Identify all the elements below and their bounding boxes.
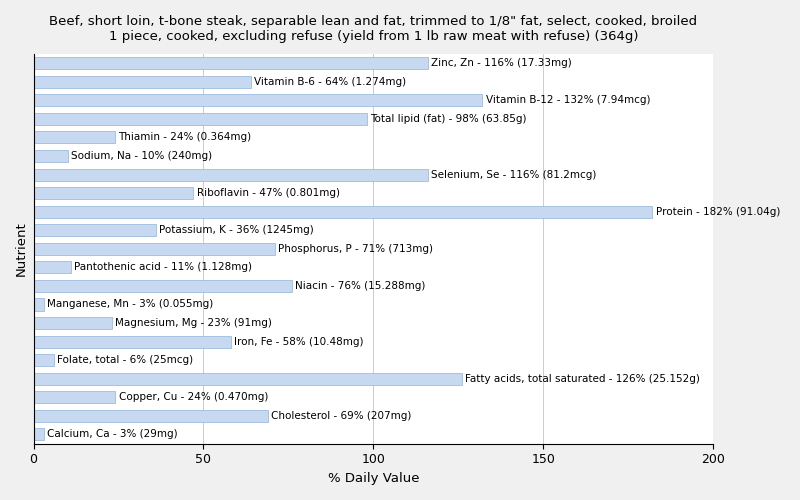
Y-axis label: Nutrient: Nutrient <box>15 222 28 276</box>
X-axis label: % Daily Value: % Daily Value <box>328 472 419 485</box>
Text: Selenium, Se - 116% (81.2mcg): Selenium, Se - 116% (81.2mcg) <box>431 170 597 179</box>
Bar <box>34 150 67 162</box>
Text: Iron, Fe - 58% (10.48mg): Iron, Fe - 58% (10.48mg) <box>234 336 363 346</box>
Text: Riboflavin - 47% (0.801mg): Riboflavin - 47% (0.801mg) <box>197 188 340 198</box>
Text: Sodium, Na - 10% (240mg): Sodium, Na - 10% (240mg) <box>71 151 212 161</box>
Bar <box>34 76 251 88</box>
Text: Pantothenic acid - 11% (1.128mg): Pantothenic acid - 11% (1.128mg) <box>74 262 252 272</box>
Bar <box>34 57 428 69</box>
Text: Vitamin B-12 - 132% (7.94mcg): Vitamin B-12 - 132% (7.94mcg) <box>486 96 650 106</box>
Bar <box>34 372 462 385</box>
Text: Phosphorus, P - 71% (713mg): Phosphorus, P - 71% (713mg) <box>278 244 434 254</box>
Bar <box>34 298 44 310</box>
Bar <box>34 392 115 404</box>
Bar <box>34 187 194 199</box>
Text: Total lipid (fat) - 98% (63.85g): Total lipid (fat) - 98% (63.85g) <box>370 114 526 124</box>
Bar <box>34 94 482 106</box>
Text: Fatty acids, total saturated - 126% (25.152g): Fatty acids, total saturated - 126% (25.… <box>466 374 700 384</box>
Text: Protein - 182% (91.04g): Protein - 182% (91.04g) <box>655 206 780 216</box>
Bar <box>34 168 428 180</box>
Text: Zinc, Zn - 116% (17.33mg): Zinc, Zn - 116% (17.33mg) <box>431 58 572 68</box>
Bar <box>34 224 156 236</box>
Bar <box>34 354 54 366</box>
Bar <box>34 206 652 218</box>
Bar <box>34 336 230 347</box>
Text: Copper, Cu - 24% (0.470mg): Copper, Cu - 24% (0.470mg) <box>118 392 268 402</box>
Text: Manganese, Mn - 3% (0.055mg): Manganese, Mn - 3% (0.055mg) <box>47 300 214 310</box>
Bar <box>34 243 275 255</box>
Bar <box>34 428 44 440</box>
Text: Calcium, Ca - 3% (29mg): Calcium, Ca - 3% (29mg) <box>47 430 178 440</box>
Bar <box>34 132 115 143</box>
Title: Beef, short loin, t-bone steak, separable lean and fat, trimmed to 1/8" fat, sel: Beef, short loin, t-bone steak, separabl… <box>50 15 698 43</box>
Text: Niacin - 76% (15.288mg): Niacin - 76% (15.288mg) <box>295 281 426 291</box>
Text: Thiamin - 24% (0.364mg): Thiamin - 24% (0.364mg) <box>118 132 252 142</box>
Bar <box>34 262 71 274</box>
Bar <box>34 317 112 329</box>
Text: Folate, total - 6% (25mcg): Folate, total - 6% (25mcg) <box>58 355 194 365</box>
Text: Vitamin B-6 - 64% (1.274mg): Vitamin B-6 - 64% (1.274mg) <box>254 76 406 86</box>
Bar <box>34 113 366 125</box>
Bar <box>34 280 292 292</box>
Text: Potassium, K - 36% (1245mg): Potassium, K - 36% (1245mg) <box>159 225 314 235</box>
Text: Magnesium, Mg - 23% (91mg): Magnesium, Mg - 23% (91mg) <box>115 318 272 328</box>
Text: Cholesterol - 69% (207mg): Cholesterol - 69% (207mg) <box>271 411 412 421</box>
Bar <box>34 410 268 422</box>
